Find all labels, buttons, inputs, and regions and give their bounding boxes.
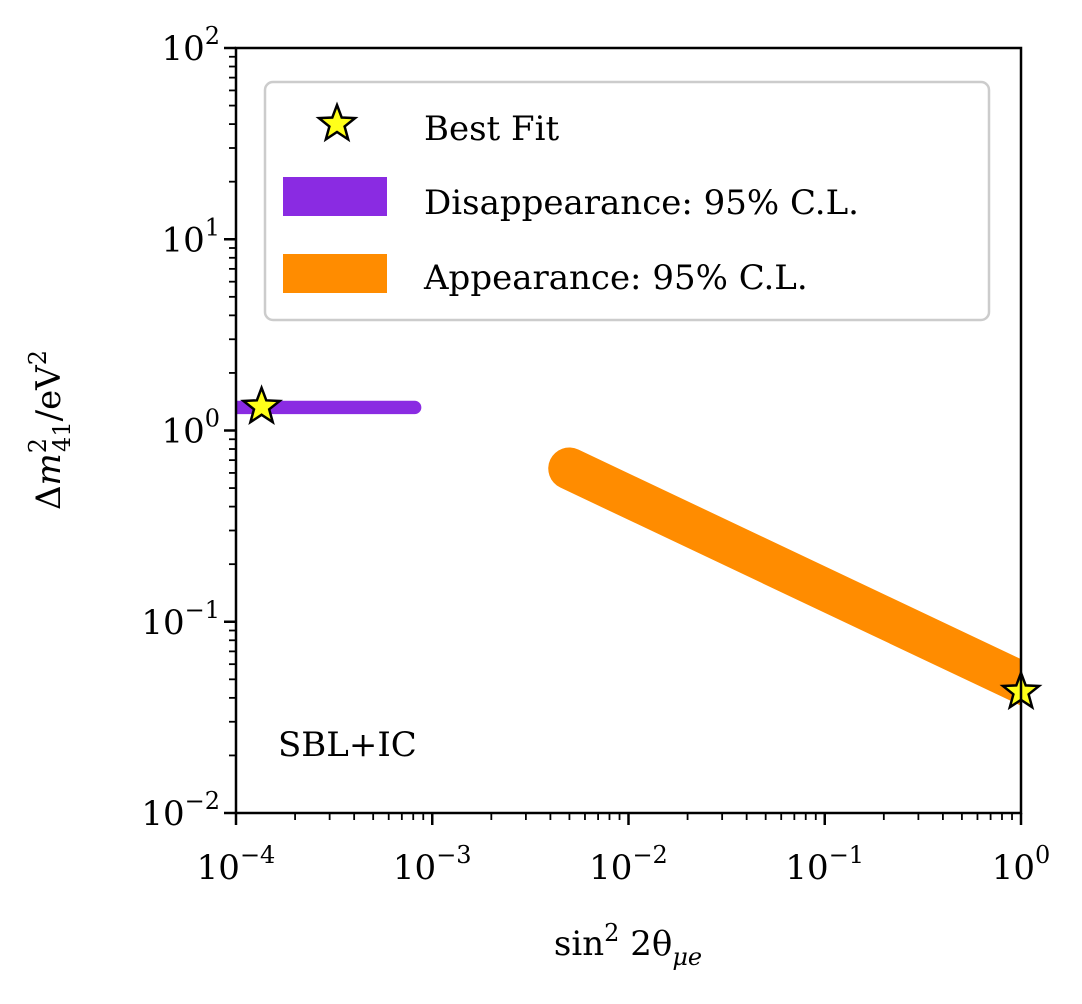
- legend-box: [263, 80, 991, 322]
- legend-swatch-appearance: [283, 254, 387, 293]
- y-tick-label-0: 10−2: [141, 787, 220, 834]
- legend: Best Fit Disappearance: 95% C.L. Appeara…: [263, 80, 991, 322]
- y-tick-label-2: 100: [161, 405, 220, 452]
- x-tick-label-0: 10−4: [197, 841, 276, 888]
- y-tick-label-1: 10−1: [141, 596, 220, 643]
- legend-label-best-fit: Best Fit: [424, 109, 559, 149]
- legend-star-icon: [315, 101, 359, 143]
- legend-label-appearance: Appearance: 95% C.L.: [423, 258, 808, 298]
- region-disappearance: [236, 400, 422, 415]
- x-tick-label-2: 10−2: [589, 841, 668, 888]
- annotation-sbl-ic: SBL+IC: [278, 725, 417, 765]
- y-tick-label-3: 101: [161, 213, 220, 260]
- axis-ticks: 10−4 10−3 10−2 10−1 100 10−2 10−1 100 101 102: [141, 22, 1050, 888]
- legend-swatch-disappearance: [283, 177, 387, 216]
- y-tick-label-4: 102: [161, 22, 220, 69]
- y-axis-title: Δm241/eV2: [24, 350, 76, 510]
- best-fit-star-1: [240, 384, 284, 426]
- x-axis-title: sin2 2θμe: [554, 919, 702, 971]
- region-appearance: [548, 447, 1021, 706]
- regions-layer: [236, 400, 1021, 706]
- x-tick-label-1: 10−3: [393, 841, 472, 888]
- x-tick-label-3: 10−1: [785, 841, 864, 888]
- legend-label-disappearance: Disappearance: 95% C.L.: [424, 183, 859, 223]
- x-tick-label-4: 100: [992, 841, 1051, 888]
